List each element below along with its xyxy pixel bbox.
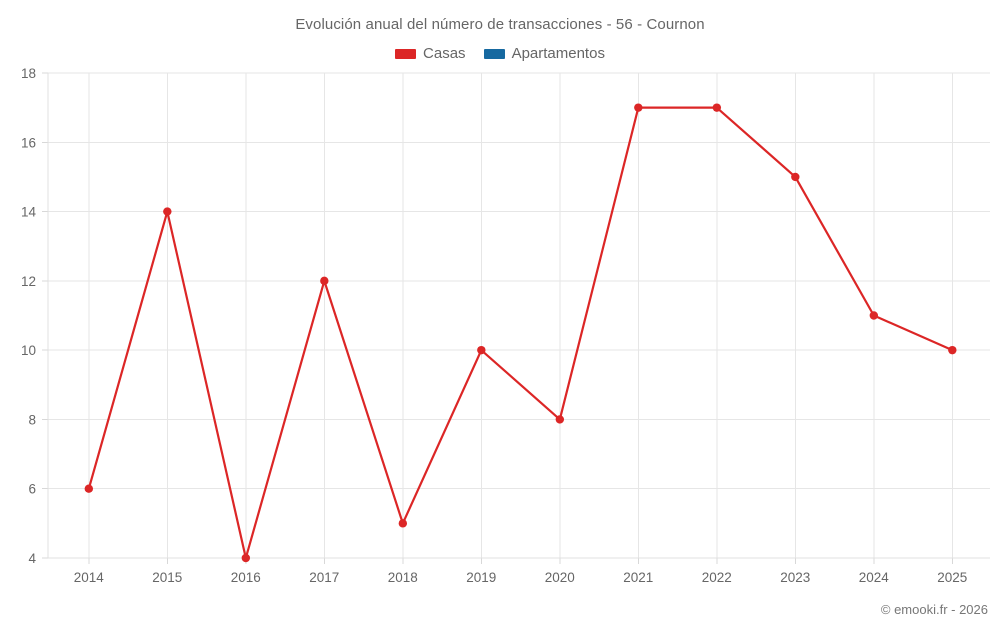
y-axis-tick-label: 16 xyxy=(21,135,36,150)
x-axis-tick-label: 2015 xyxy=(152,570,182,585)
x-axis-tick-label: 2014 xyxy=(74,570,105,585)
y-axis-tick-label: 18 xyxy=(21,66,36,81)
x-axis-tick-label: 2022 xyxy=(702,570,732,585)
x-axis-tick-label: 2019 xyxy=(466,570,496,585)
x-axis-tick-label: 2016 xyxy=(231,570,261,585)
y-axis-tick-label: 4 xyxy=(28,551,36,566)
x-axis-tick-label: 2023 xyxy=(780,570,810,585)
x-axis-tick-label: 2020 xyxy=(545,570,575,585)
data-point-casas-2018[interactable] xyxy=(398,519,408,528)
data-point-casas-2015[interactable] xyxy=(163,207,172,216)
data-point-casas-2017[interactable] xyxy=(320,276,329,286)
legend-swatch-icon-casas xyxy=(395,48,417,59)
y-axis-tick-label: 14 xyxy=(21,205,37,220)
y-axis-tick-label: 6 xyxy=(28,482,36,497)
data-point-casas-2014[interactable] xyxy=(84,484,94,493)
legend-label-casas: Casas xyxy=(423,45,466,62)
data-point-casas-2025[interactable] xyxy=(948,345,957,355)
legend-item-casas[interactable]: Casas xyxy=(395,45,466,62)
chart-legend: Casas Apartamentos xyxy=(0,45,1000,62)
legend-item-apartamentos[interactable]: Apartamentos xyxy=(483,45,605,62)
data-point-casas-2019[interactable] xyxy=(477,345,486,355)
data-point-casas-2016[interactable] xyxy=(241,553,251,563)
legend-label-apartamentos: Apartamentos xyxy=(511,45,605,62)
y-axis-tick-label: 8 xyxy=(28,412,36,427)
data-point-casas-2023[interactable] xyxy=(791,172,800,182)
x-axis-tick-label: 2018 xyxy=(388,570,418,585)
series-line-casas xyxy=(87,106,954,560)
credit-text: © emooki.fr - 2026 xyxy=(880,602,988,617)
x-axis-tick-label: 2025 xyxy=(937,570,967,585)
data-point-casas-2020[interactable] xyxy=(555,415,565,424)
x-axis-tick-label: 2021 xyxy=(623,570,653,585)
y-axis-tick-label: 10 xyxy=(21,343,36,358)
chart-title: Evolución anual del número de transaccio… xyxy=(295,16,705,33)
x-axis-tick-label: 2024 xyxy=(859,570,890,585)
legend-swatch-icon-apartamentos xyxy=(483,48,505,59)
data-point-casas-2022[interactable] xyxy=(712,103,722,112)
data-point-casas-2021[interactable] xyxy=(634,103,643,112)
y-axis-tick-label: 12 xyxy=(21,274,36,289)
data-point-casas-2024[interactable] xyxy=(869,311,879,320)
x-axis-tick-label: 2017 xyxy=(309,570,339,585)
